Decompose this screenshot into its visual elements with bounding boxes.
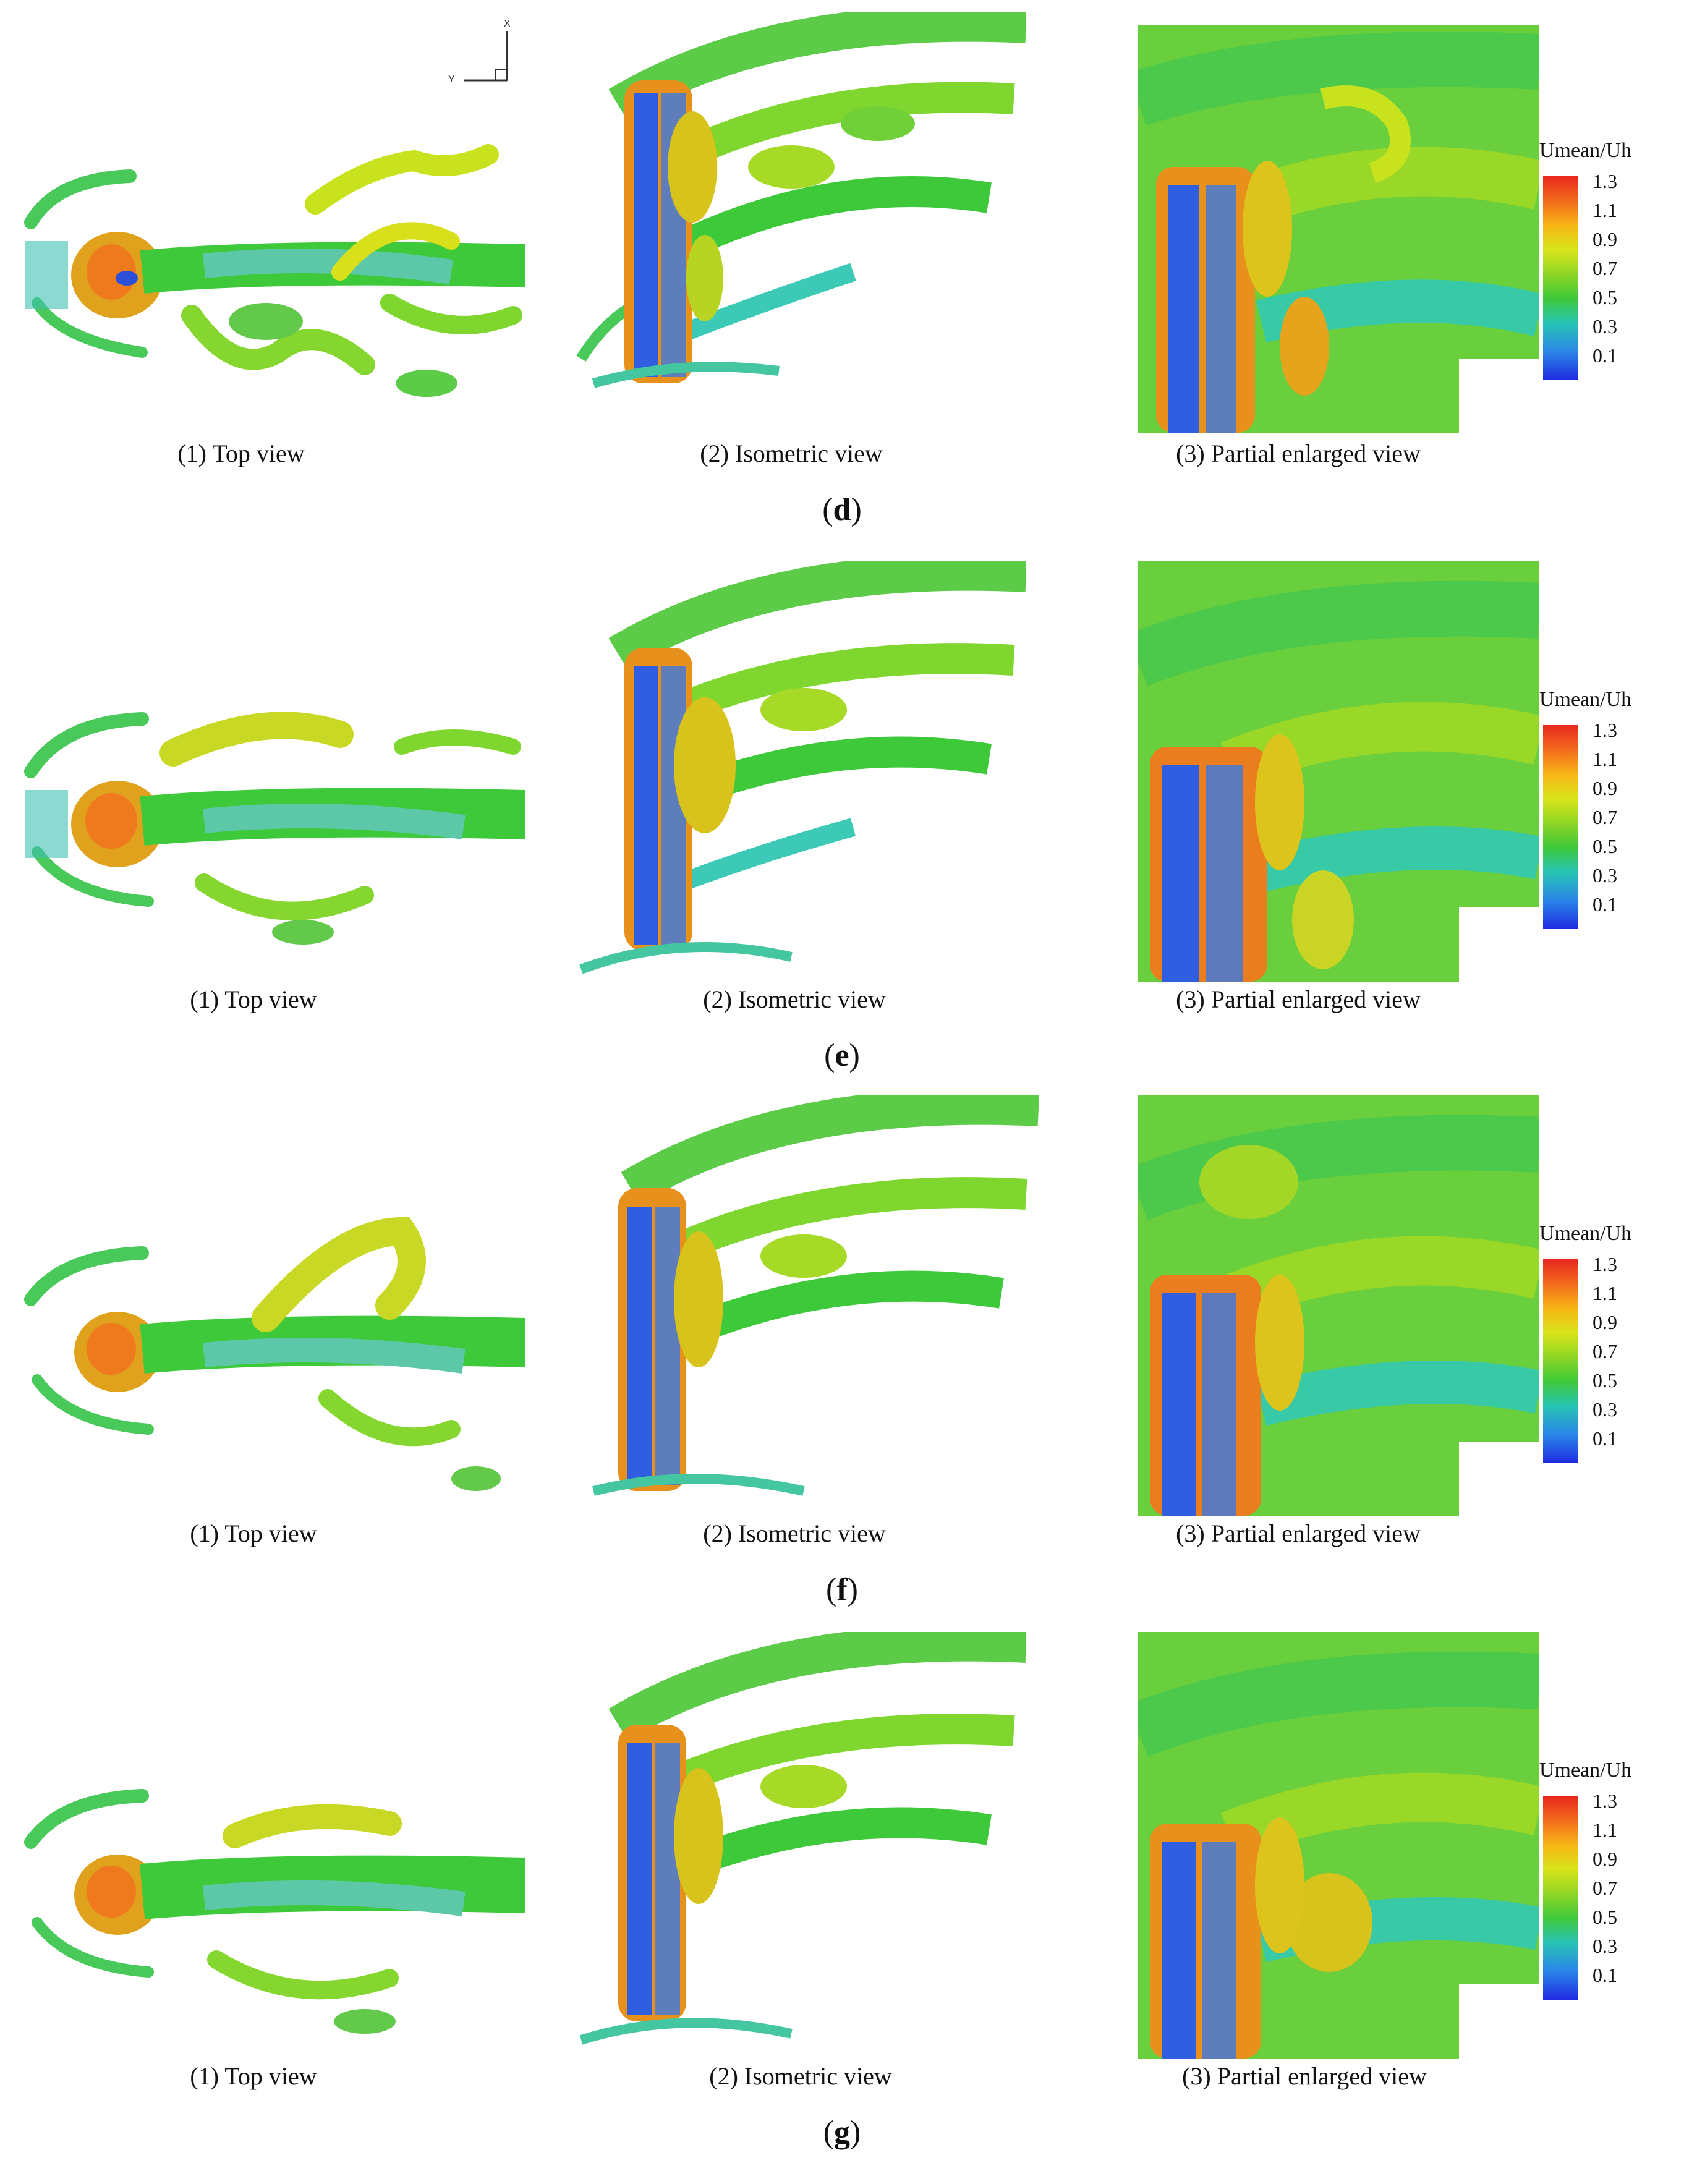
legend-tick: 0.5: [1593, 1906, 1617, 1928]
enlarged-view-image: [1138, 1632, 1539, 2059]
legend-tick: 0.3: [1593, 315, 1617, 338]
enlarged-view-image: [1138, 561, 1539, 982]
top-view-image: [19, 1737, 525, 2052]
legend-tick: 0.7: [1593, 1877, 1617, 1899]
legend-tick: 0.7: [1593, 806, 1617, 828]
color-legend: Umean/Uh 1.3 1.1 0.9 0.7 0.5 0.3 0.1: [1539, 688, 1682, 935]
legend-tick: 0.1: [1593, 893, 1617, 916]
caption-enlarged-view: (3) Partial enlarged view: [1176, 440, 1421, 467]
legend-tick: 0.1: [1593, 344, 1617, 367]
legend-tick: 0.7: [1593, 257, 1617, 279]
panel-letter: (d): [822, 492, 862, 527]
caption-top-view: (1) Top view: [190, 1519, 317, 1547]
legend-tick: 0.3: [1593, 1398, 1617, 1421]
caption-isometric-view: (2) Isometric view: [709, 2062, 892, 2090]
caption-top-view: (1) Top view: [190, 2062, 317, 2090]
legend-tick: 0.5: [1593, 835, 1617, 857]
legend-tick: 1.1: [1593, 199, 1617, 221]
legend-title: Umean/Uh: [1539, 1222, 1632, 1245]
enlarged-view-image: [1138, 25, 1539, 433]
caption-top-view: (1) Top view: [190, 985, 317, 1013]
legend-tick: 1.3: [1593, 1253, 1617, 1275]
top-view-image: [19, 1194, 525, 1510]
legend-tick: 0.5: [1593, 286, 1617, 308]
top-view-image: [19, 117, 525, 433]
legend-tick: 1.3: [1593, 1790, 1617, 1812]
legend-tick: 1.3: [1593, 170, 1617, 192]
isometric-view-image: [556, 561, 1026, 988]
panel-letter: (g): [823, 2115, 861, 2150]
isometric-view-image: [556, 12, 1026, 439]
legend-tick: 0.9: [1593, 1311, 1617, 1333]
caption-isometric-view: (2) Isometric view: [703, 1519, 886, 1547]
legend-color-bar: [1543, 176, 1578, 380]
legend-tick: 0.1: [1593, 1427, 1617, 1450]
isometric-view-image: [569, 1095, 1039, 1522]
isometric-view-image: [556, 1632, 1026, 2059]
caption-enlarged-view: (3) Partial enlarged view: [1182, 2062, 1427, 2090]
axis-label-x: X: [504, 19, 511, 29]
legend-title: Umean/Uh: [1539, 688, 1632, 711]
color-legend: Umean/Uh 1.3 1.1 0.9 0.7 0.5 0.3 0.1: [1539, 1759, 1682, 2006]
caption-enlarged-view: (3) Partial enlarged view: [1176, 1519, 1421, 1547]
enlarged-view-image: [1138, 1095, 1539, 1516]
axis-triad-icon: X Y: [445, 19, 519, 87]
legend-tick: 0.5: [1593, 1369, 1617, 1392]
color-legend: Umean/Uh 1.3 1.1 0.9 0.7 0.5 0.3 0.1: [1539, 139, 1682, 386]
panel-letter: (e): [824, 1038, 860, 1073]
color-legend: Umean/Uh 1.3 1.1 0.9 0.7 0.5 0.3 0.1: [1539, 1222, 1682, 1469]
legend-tick: 1.3: [1593, 719, 1617, 741]
legend-tick: 0.3: [1593, 864, 1617, 886]
caption-isometric-view: (2) Isometric view: [703, 985, 886, 1013]
caption-enlarged-view: (3) Partial enlarged view: [1176, 985, 1421, 1013]
legend-tick: 0.3: [1593, 1935, 1617, 1957]
caption-isometric-view: (2) Isometric view: [700, 440, 883, 467]
legend-color-bar: [1543, 1259, 1578, 1463]
caption-top-view: (1) Top view: [177, 440, 305, 467]
legend-tick: 0.9: [1593, 777, 1617, 799]
legend-tick: 0.1: [1593, 1964, 1617, 1986]
legend-color-bar: [1543, 1796, 1578, 2000]
legend-title: Umean/Uh: [1539, 139, 1632, 162]
axis-label-y: Y: [448, 74, 455, 85]
legend-tick: 0.9: [1593, 228, 1617, 250]
panel-letter: (f): [826, 1572, 858, 1607]
legend-tick: 0.9: [1593, 1848, 1617, 1870]
legend-tick: 1.1: [1593, 748, 1617, 770]
legend-tick: 1.1: [1593, 1819, 1617, 1841]
legend-tick: 0.7: [1593, 1340, 1617, 1362]
legend-tick: 1.1: [1593, 1282, 1617, 1304]
legend-title: Umean/Uh: [1539, 1759, 1632, 1782]
legend-color-bar: [1543, 725, 1578, 929]
top-view-image: [19, 660, 525, 975]
